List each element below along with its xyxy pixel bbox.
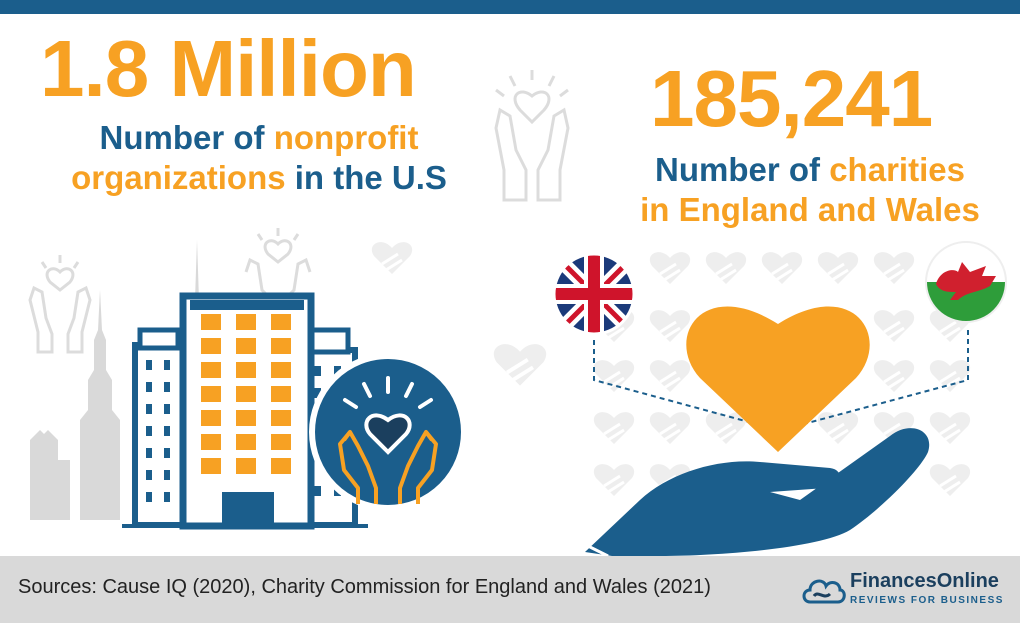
sources-text: Sources: Cause IQ (2020), Charity Commis… bbox=[18, 576, 711, 598]
building-icon bbox=[122, 292, 368, 530]
desc-text: Number of bbox=[655, 151, 830, 188]
desc-highlight: organizations bbox=[71, 159, 286, 196]
brand-logo[interactable]: FinancesOnline REVIEWS FOR BUSINESS bbox=[800, 568, 1010, 612]
stat-description-uk: Number of charities in England and Wales bbox=[620, 150, 1000, 230]
stat-description-us: Number of nonprofit organizations in the… bbox=[44, 118, 474, 198]
top-bar bbox=[0, 0, 1020, 14]
desc-text: in the U.S bbox=[285, 159, 447, 196]
stat-number-uk: 185,241 bbox=[650, 54, 933, 143]
uk-flag-icon bbox=[552, 252, 636, 336]
heart-icon bbox=[686, 306, 870, 452]
brand-tagline: REVIEWS FOR BUSINESS bbox=[850, 595, 1004, 606]
desc-highlight: charities bbox=[829, 151, 965, 188]
desc-highlight: nonprofit bbox=[273, 119, 419, 156]
illustration bbox=[28, 70, 1007, 556]
footer: Sources: Cause IQ (2020), Charity Commis… bbox=[0, 556, 1020, 623]
hands-heart-icon bbox=[309, 353, 467, 511]
hands-heart-icon bbox=[28, 255, 92, 354]
connector-lines bbox=[593, 330, 969, 426]
desc-highlight: in England and Wales bbox=[640, 191, 980, 228]
stat-number-us: 1.8 Million bbox=[40, 24, 417, 113]
empire-state-icon bbox=[30, 240, 199, 520]
cloud-logo-icon bbox=[802, 579, 846, 604]
hands-heart-icon bbox=[494, 70, 570, 202]
open-hand-icon bbox=[585, 428, 930, 556]
brand-name: FinancesOnline bbox=[850, 570, 999, 592]
desc-text: Number of bbox=[99, 119, 274, 156]
hands-heart-icon bbox=[244, 228, 312, 298]
